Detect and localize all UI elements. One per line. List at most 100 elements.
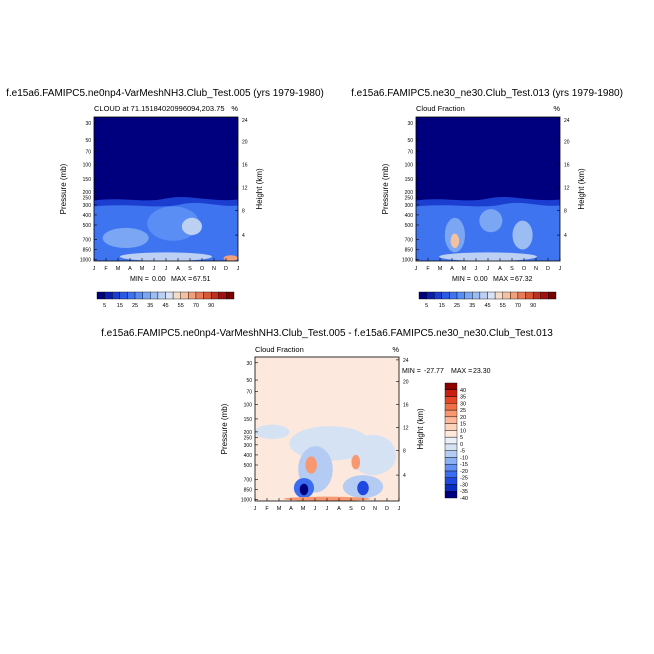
colorbar-label: 5 [103, 303, 106, 309]
y-tick-label: 850 [405, 247, 414, 253]
x-tick-label: D [546, 266, 550, 272]
panel-right-header: % [231, 104, 238, 113]
y-axis-label: Pressure (mb) [220, 403, 229, 454]
y2-tick-label: 12 [242, 186, 248, 192]
colorbar-swatch [172, 291, 181, 300]
x-tick-label: J [93, 266, 96, 272]
y2-tick-label: 8 [242, 209, 245, 215]
y-tick-label: 150 [83, 177, 92, 183]
colorbar-swatch [434, 291, 443, 300]
colorbar-swatch [444, 477, 458, 485]
colorbar-swatch [487, 291, 496, 300]
y-tick-label: 50 [407, 138, 413, 144]
colorbar-swatch [479, 291, 488, 300]
colorbar-swatch [444, 416, 458, 424]
panel-left-header: Cloud Fraction [255, 345, 304, 354]
x-tick-label: J [559, 266, 562, 272]
cloud-blob [223, 255, 238, 261]
x-tick-label: J [487, 266, 490, 272]
x-tick-label: S [349, 506, 353, 512]
x-tick-label: F [104, 266, 108, 272]
y2-tick-label: 4 [564, 233, 567, 239]
colorbar-swatch [456, 291, 465, 300]
colorbar-swatch [517, 291, 526, 300]
y-axis-label: Pressure (mb) [381, 163, 390, 214]
y2-axis-label: Height (km) [255, 168, 264, 210]
x-tick-label: J [314, 506, 317, 512]
colorbar-swatch [157, 291, 166, 300]
colorbar-swatch [444, 409, 458, 418]
colorbar-label: 15 [460, 422, 466, 428]
x-tick-label: J [254, 506, 257, 512]
y-tick-label: 300 [405, 203, 414, 209]
max-label: MAX = [451, 368, 472, 375]
y2-tick-label: 12 [564, 186, 570, 192]
colorbar-swatch [180, 291, 189, 300]
colorbar-swatch [441, 291, 450, 300]
min-label: MIN = [130, 276, 149, 283]
colorbar-label: 55 [500, 303, 506, 309]
colorbar-swatch [444, 430, 458, 438]
colorbar-swatch [444, 470, 458, 478]
colorbar-swatch [127, 291, 136, 300]
colorbar-swatch [96, 291, 105, 300]
colorbar-swatch [418, 291, 427, 300]
y-tick-label: 1000 [402, 258, 413, 264]
colorbar-label: -30 [460, 482, 468, 488]
colorbar-swatch [540, 291, 549, 300]
x-tick-label: S [188, 266, 192, 272]
colorbar-swatch [548, 291, 557, 300]
colorbar-swatch [142, 291, 151, 300]
y2-tick-label: 24 [564, 118, 570, 124]
colorbar-label: 35 [460, 395, 466, 401]
colorbar-label: 70 [515, 303, 521, 309]
y-tick-label: 200 [83, 190, 92, 196]
y-tick-label: 250 [83, 196, 92, 202]
y2-tick-label: 16 [403, 403, 409, 409]
colorbar-label: 15 [439, 303, 445, 309]
y-tick-label: 500 [405, 223, 414, 229]
colorbar-swatch [444, 484, 458, 492]
x-tick-label: J [237, 266, 240, 272]
y-tick-label: 1000 [241, 498, 252, 504]
x-tick-label: D [224, 266, 228, 272]
colorbar-label: 25 [132, 303, 138, 309]
y2-tick-label: 8 [403, 449, 406, 455]
y2-axis-label: Height (km) [416, 408, 425, 450]
cloud-field [94, 117, 238, 261]
colorbar-swatch [449, 291, 458, 300]
y2-axis-label: Height (km) [577, 168, 586, 210]
y2-tick-label: 8 [564, 209, 567, 215]
x-tick-label: N [212, 266, 216, 272]
colorbar-label: -20 [460, 469, 468, 475]
colorbar-swatch [226, 291, 235, 300]
x-tick-label: J [326, 506, 329, 512]
colorbar-label: 5 [425, 303, 428, 309]
panel-top-right: f.e15a6.FAMIPC5.ne30_ne30.Club_Test.013 … [351, 88, 623, 309]
cloud-blob [119, 252, 213, 261]
y-tick-label: 400 [405, 213, 414, 219]
colorbar-swatch [444, 389, 458, 397]
y2-tick-label: 4 [242, 233, 245, 239]
colorbar-swatch [426, 291, 435, 300]
y-axis-label: Pressure (mb) [59, 163, 68, 214]
y-tick-label: 200 [244, 430, 253, 436]
max-value: 67.32 [515, 276, 533, 283]
y2-tick-label: 16 [242, 163, 248, 169]
cloud-blob [102, 227, 149, 249]
colorbar-label: 45 [162, 303, 168, 309]
y-tick-label: 1000 [80, 258, 91, 264]
colorbar-label: 20 [460, 415, 466, 421]
y-tick-label: 700 [405, 237, 414, 243]
colorbar-swatch [472, 291, 481, 300]
y-tick-label: 100 [405, 163, 414, 169]
colorbar-swatch [494, 291, 503, 300]
y2-tick-label: 16 [564, 163, 570, 169]
colorbar: 5 15 25 35 45 55 70 90 [418, 291, 557, 309]
y2-tick-label: 20 [403, 379, 409, 385]
colorbar-swatch [112, 291, 121, 300]
colorbar-swatch [134, 291, 143, 300]
x-tick-label: S [510, 266, 514, 272]
y-tick-label: 250 [244, 436, 253, 442]
